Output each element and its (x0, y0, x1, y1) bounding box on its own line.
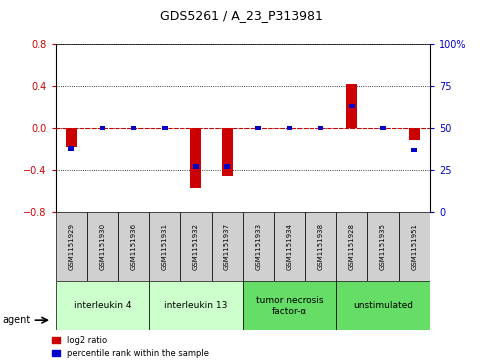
Text: interleukin 13: interleukin 13 (164, 301, 227, 310)
Bar (131, 126, 136, 130)
Bar (398, 212, 430, 281)
Bar (118, 212, 149, 281)
Text: GSM1151934: GSM1151934 (286, 223, 293, 270)
Bar (349, 104, 355, 108)
Bar (222, 128, 233, 176)
Text: GSM1151937: GSM1151937 (224, 223, 230, 270)
Bar (66, 128, 77, 147)
Bar (336, 212, 368, 281)
Text: interleukin 4: interleukin 4 (73, 301, 131, 310)
Bar (242, 212, 274, 281)
Bar (56, 212, 87, 281)
Text: tumor necrosis
factor-α: tumor necrosis factor-α (256, 296, 323, 315)
Bar (380, 126, 386, 130)
Text: GSM1151933: GSM1151933 (256, 223, 261, 270)
Text: GSM1151929: GSM1151929 (68, 223, 74, 270)
Text: agent: agent (2, 315, 30, 325)
Bar (318, 126, 324, 130)
Bar (190, 128, 201, 188)
Bar (409, 128, 420, 139)
Bar (87, 212, 118, 281)
Bar (56, 281, 149, 330)
Bar (346, 83, 357, 128)
Bar (224, 164, 230, 169)
Text: GSM1151928: GSM1151928 (349, 223, 355, 270)
Text: GSM1151951: GSM1151951 (411, 223, 417, 270)
Text: GSM1151931: GSM1151931 (162, 223, 168, 270)
Text: GSM1151935: GSM1151935 (380, 223, 386, 270)
Bar (287, 126, 292, 130)
Text: GSM1151936: GSM1151936 (130, 223, 137, 270)
Bar (99, 126, 105, 130)
Bar (68, 146, 74, 151)
Text: GSM1151932: GSM1151932 (193, 223, 199, 270)
Bar (162, 126, 168, 130)
Bar (256, 126, 261, 130)
Text: GSM1151938: GSM1151938 (318, 223, 324, 270)
Bar (368, 212, 398, 281)
Text: unstimulated: unstimulated (353, 301, 413, 310)
Bar (193, 164, 199, 169)
Text: GSM1151930: GSM1151930 (99, 223, 105, 270)
Bar (149, 281, 242, 330)
Bar (180, 212, 212, 281)
Bar (336, 281, 430, 330)
Text: GDS5261 / A_23_P313981: GDS5261 / A_23_P313981 (160, 9, 323, 22)
Bar (412, 148, 417, 152)
Bar (149, 212, 180, 281)
Bar (242, 281, 336, 330)
Bar (212, 212, 242, 281)
Legend: log2 ratio, percentile rank within the sample: log2 ratio, percentile rank within the s… (53, 336, 209, 358)
Bar (274, 212, 305, 281)
Bar (305, 212, 336, 281)
